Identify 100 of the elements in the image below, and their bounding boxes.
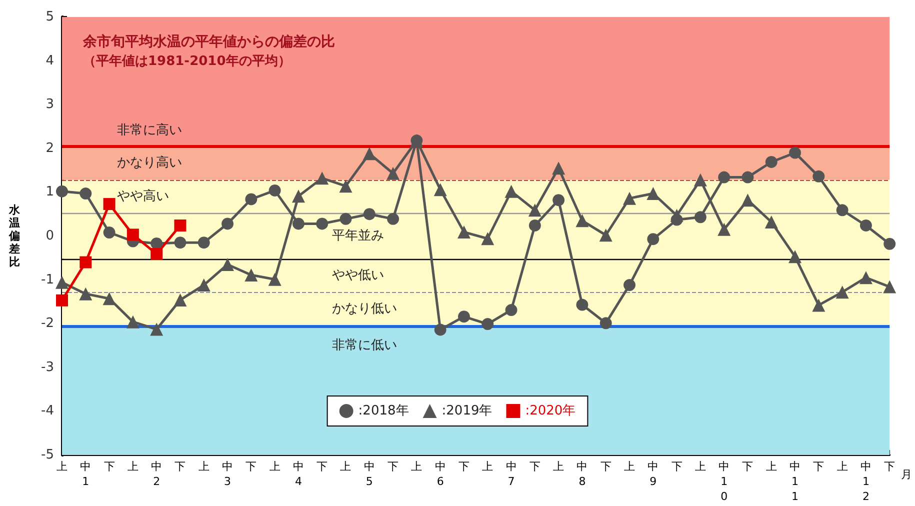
x-tick-label: 上 [553, 460, 564, 473]
point [221, 258, 234, 271]
x-tick-label: 中 1 0 [718, 460, 730, 503]
point [245, 193, 258, 206]
point [883, 280, 896, 294]
x-tick-label: 中 4 [292, 460, 304, 488]
point [150, 322, 164, 336]
y-tick-label: -5 [41, 448, 54, 462]
y-tick-label: 2 [46, 140, 54, 156]
point [268, 184, 281, 196]
x-tick-label: 下 [884, 460, 896, 473]
point [741, 194, 754, 207]
point [600, 317, 612, 330]
x-tick-label: 下 [600, 460, 612, 473]
band-label: かなり低い [332, 301, 397, 316]
point [150, 248, 163, 260]
point [552, 162, 566, 175]
point [79, 287, 92, 300]
point [812, 298, 826, 312]
point [836, 204, 848, 216]
point [528, 204, 542, 217]
x-tick-label: 下 [388, 460, 399, 473]
x-tick-label: 上 [198, 460, 210, 473]
point [434, 183, 447, 196]
point [198, 236, 210, 249]
y-tick-label: 4 [46, 53, 54, 68]
point [292, 218, 304, 230]
point [56, 276, 68, 289]
point [80, 188, 92, 200]
point [386, 166, 400, 180]
x-tick-label: 上 [694, 460, 706, 473]
y-tick-label: -1 [41, 272, 54, 288]
y-tick-label: -4 [41, 404, 54, 419]
point [884, 238, 896, 250]
x-tick-label: 上 [56, 460, 68, 473]
band-label: やや高い [117, 188, 169, 204]
x-tick-label: 下 [104, 460, 115, 473]
x-tick-label: 中 1 [80, 460, 92, 488]
point [647, 233, 660, 246]
legend-label: :2018年 [358, 404, 409, 418]
point [718, 222, 731, 236]
point [504, 184, 518, 198]
point [836, 286, 849, 299]
x-tick-label: 上 [766, 460, 777, 473]
point [765, 156, 778, 168]
point [789, 146, 802, 159]
point [482, 318, 494, 330]
point [694, 173, 707, 186]
text: （平年値は1981-2010年の平均） [83, 54, 291, 69]
point [576, 214, 589, 228]
point [812, 170, 825, 182]
point [292, 190, 305, 203]
x-tick-label: 上 [482, 460, 494, 473]
point [197, 278, 210, 292]
point [222, 218, 234, 230]
point [362, 147, 376, 160]
band-label: やや低い [332, 268, 384, 283]
point [458, 310, 470, 323]
x-tick-label: 下 [742, 460, 754, 473]
point [387, 212, 400, 225]
y-tick-label: -2 [41, 316, 54, 332]
point [339, 180, 352, 193]
x-axis-title: 月 [901, 468, 912, 481]
point [56, 185, 68, 198]
point [268, 272, 282, 286]
x-tick-label: 上 [836, 460, 848, 473]
x-tick-label: 上 [127, 460, 138, 473]
x-tick-label: 中 8 [576, 460, 588, 488]
point [788, 250, 802, 264]
point [694, 211, 706, 224]
x-tick-label: 上 [269, 460, 280, 473]
x-tick-label: 中 9 [648, 460, 659, 488]
point [340, 212, 352, 225]
point [624, 279, 636, 292]
x-tick-label: 中 6 [434, 460, 446, 488]
y-tick-label: 0 [46, 228, 54, 244]
y-tick-label: 3 [46, 97, 54, 112]
point [174, 293, 187, 306]
point [576, 298, 588, 311]
legend-label: :2019年 [442, 404, 492, 418]
legend-label: :2020年 [525, 404, 576, 418]
point [103, 226, 116, 238]
x-tick-label: 中 1 1 [790, 460, 801, 503]
point [363, 208, 376, 220]
point [80, 256, 92, 268]
point [599, 228, 612, 242]
point [646, 187, 660, 200]
x-tick-label: 上 [340, 460, 352, 473]
point [860, 219, 872, 232]
point [103, 198, 116, 210]
point [859, 271, 872, 284]
x-tick-label: 上 [624, 460, 635, 473]
point [316, 218, 328, 230]
point [126, 315, 140, 328]
point [244, 268, 258, 282]
x-tick-label: 中 3 [222, 460, 234, 488]
point [174, 219, 186, 232]
x-tick-label: 下 [174, 460, 186, 473]
x-tick-label: 下 [671, 460, 682, 473]
x-tick-label: 中 2 [151, 460, 162, 488]
